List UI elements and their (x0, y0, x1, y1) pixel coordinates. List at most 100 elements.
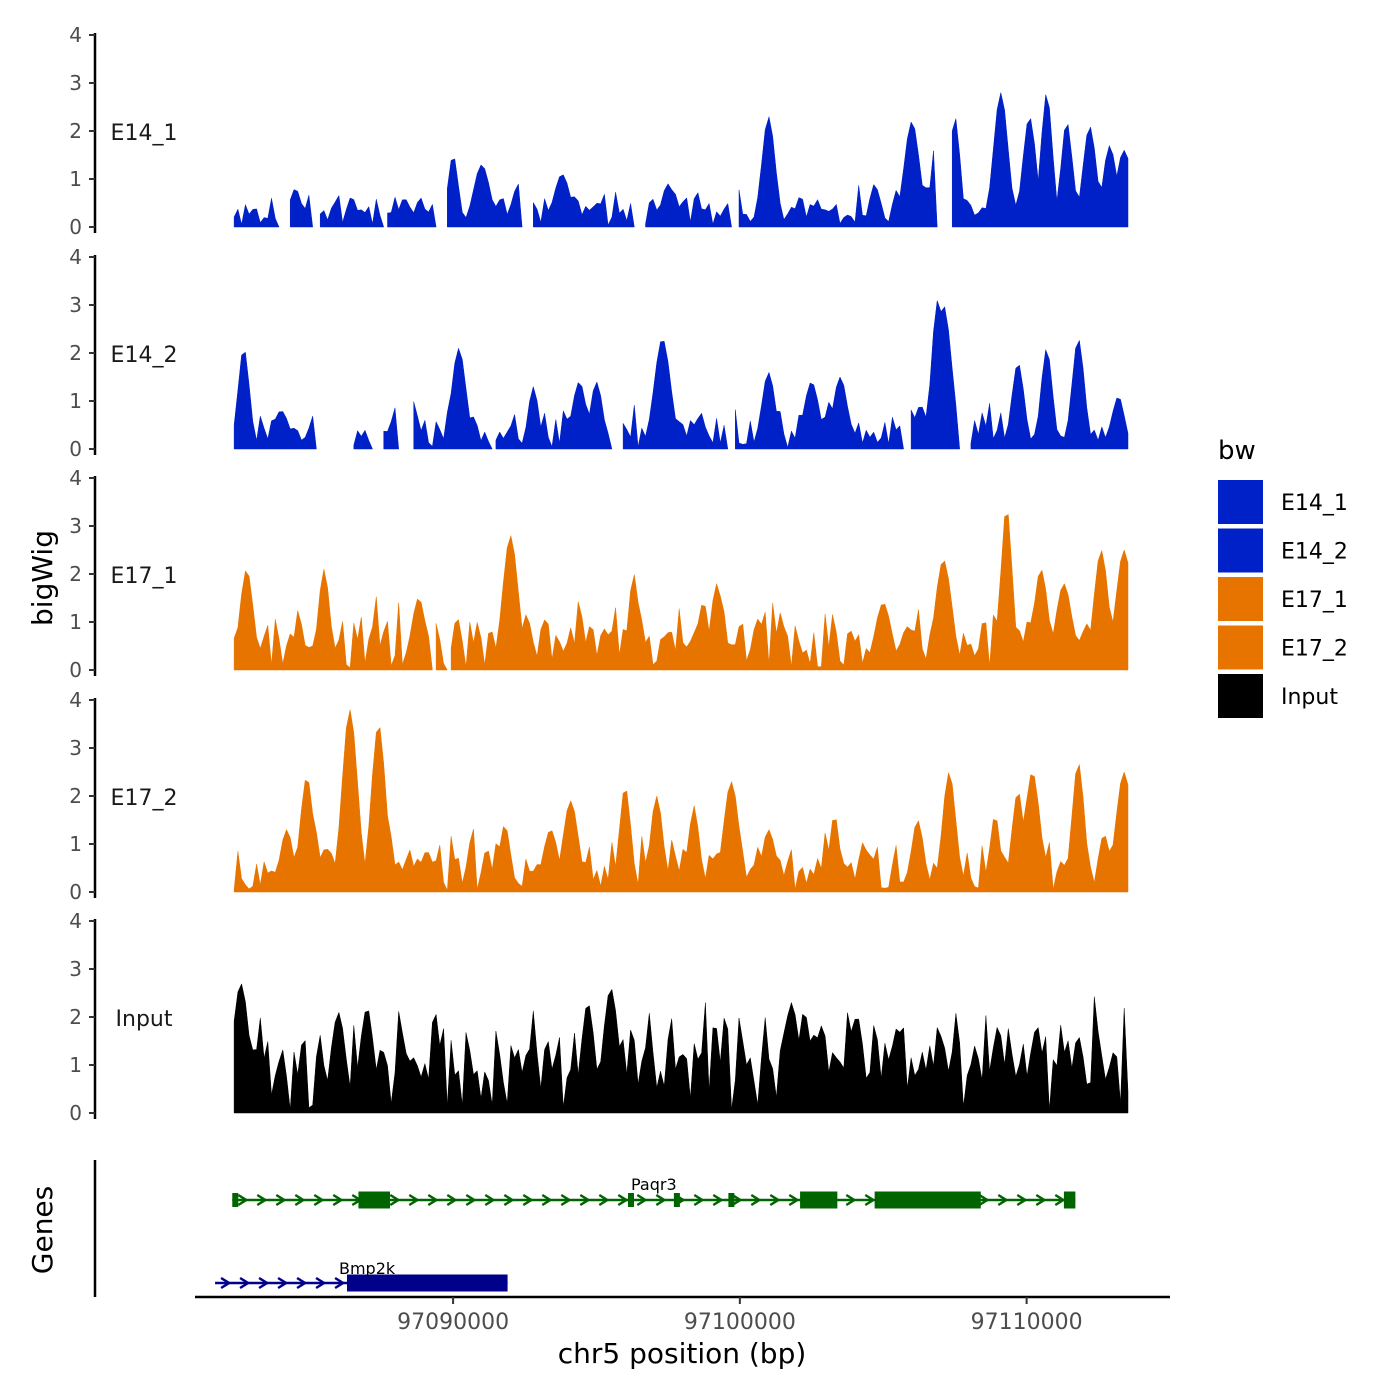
strand-arrow (579, 1193, 591, 1207)
strand-arrow (1054, 1193, 1066, 1207)
strand-arrow (256, 1193, 268, 1207)
y-tick-label: 2 (69, 119, 82, 143)
y-tick-label: 1 (69, 832, 82, 856)
strand-arrow (1035, 1193, 1047, 1207)
y-tick-label: 1 (69, 610, 82, 634)
gene-exon (232, 1193, 239, 1207)
signal-area-E17_1 (233, 514, 1129, 671)
strand-arrow (334, 1276, 346, 1290)
track-label: E14_2 (111, 343, 178, 368)
y-tick-label: 0 (69, 437, 82, 461)
gene-Bmp2k: Bmp2k (215, 1259, 508, 1292)
x-tick-label: 97090000 (397, 1310, 509, 1335)
strand-arrow (294, 1193, 306, 1207)
legend-title: bw (1218, 436, 1256, 466)
legend-swatch-Input (1218, 674, 1263, 718)
legend-label: E14_2 (1281, 540, 1348, 565)
y-tick-label: 0 (69, 658, 82, 682)
y-tick-label: 4 (69, 23, 82, 47)
y-tick-label: 0 (69, 880, 82, 904)
y-axis-title: bigWig (26, 530, 59, 626)
track-E14_1: 0 1 2 3 4 E14_1 (69, 23, 1129, 239)
legend-label: Input (1281, 685, 1338, 710)
strand-arrow (845, 1193, 857, 1207)
x-axis: 97090000 97100000 97110000 (195, 1295, 1170, 1335)
strand-arrow (997, 1193, 1009, 1207)
strand-arrow (275, 1193, 287, 1207)
legend-swatch-E14_2 (1218, 528, 1263, 573)
gene-exon (358, 1191, 390, 1209)
y-tick-label: 4 (69, 688, 82, 712)
strand-arrow (258, 1276, 270, 1290)
gene-exon (673, 1193, 680, 1207)
strand-arrow (239, 1276, 251, 1290)
y-tick-label: 0 (69, 1101, 82, 1125)
gene-label: Paqr3 (631, 1175, 677, 1194)
y-tick-label: 0 (69, 215, 82, 239)
strand-arrow (220, 1276, 232, 1290)
strand-arrow (332, 1193, 344, 1207)
strand-arrow (277, 1276, 289, 1290)
strand-arrow (503, 1193, 515, 1207)
track-label: E17_1 (111, 564, 178, 589)
y-tick-label: 3 (69, 957, 82, 981)
y-tick-label: 1 (69, 167, 82, 191)
x-axis-title: chr5 position (bp) (558, 1337, 807, 1370)
track-Input: 0 1 2 3 4 Input (69, 909, 1129, 1125)
gene-exon (628, 1193, 635, 1207)
strand-arrow (750, 1193, 762, 1207)
signal-area-E14_2 (233, 300, 1129, 450)
genes-track: Paqr3 Bmp2k (93, 1160, 1076, 1297)
legend-swatch-E17_1 (1218, 577, 1263, 621)
tracks-group: 0 1 2 3 4 E14_1 0 1 2 3 4 E14_2 0 1 2 3 4 E17_1 0 1 2 3 4 E17_2… (69, 23, 1129, 1125)
strand-arrow (446, 1193, 458, 1207)
y-tick-label: 3 (69, 736, 82, 760)
y-tick-label: 1 (69, 1053, 82, 1077)
legend-label: E17_2 (1281, 637, 1348, 662)
gene-label: Bmp2k (339, 1259, 396, 1278)
gene-exon (728, 1193, 735, 1207)
y-tick-label: 2 (69, 1005, 82, 1029)
y-tick-label: 3 (69, 293, 82, 317)
strand-arrow (1016, 1193, 1028, 1207)
y-tick-label: 4 (69, 245, 82, 269)
strand-arrow (389, 1193, 401, 1207)
track-label: E17_2 (111, 786, 178, 811)
strand-arrow (522, 1193, 534, 1207)
signal-area-E17_2 (233, 709, 1129, 893)
strand-arrow (598, 1193, 610, 1207)
y-tick-label: 4 (69, 909, 82, 933)
y-tick-label: 3 (69, 514, 82, 538)
strand-arrow (731, 1193, 743, 1207)
y-tick-label: 3 (69, 71, 82, 95)
gene-exon (1063, 1191, 1076, 1209)
strand-arrow (313, 1193, 325, 1207)
y-tick-label: 1 (69, 389, 82, 413)
signal-area-E14_1 (233, 92, 1129, 228)
strand-arrow (560, 1193, 572, 1207)
y-tick-label: 2 (69, 784, 82, 808)
strand-arrow (427, 1193, 439, 1207)
track-E17_2: 0 1 2 3 4 E17_2 (69, 688, 1129, 904)
track-E14_2: 0 1 2 3 4 E14_2 (69, 245, 1129, 461)
gene-exon (800, 1191, 838, 1209)
gene-Paqr3: Paqr3 (232, 1175, 1076, 1209)
strand-arrow (769, 1193, 781, 1207)
strand-arrow (978, 1193, 990, 1207)
strand-arrow (617, 1193, 629, 1207)
strand-arrow (484, 1193, 496, 1207)
legend: bw E14_1 E14_2 E17_1 E17_2 Input (1218, 436, 1348, 718)
legend-label: E17_1 (1281, 588, 1348, 613)
strand-arrow (296, 1276, 308, 1290)
x-tick-label: 97100000 (684, 1310, 796, 1335)
strand-arrow (788, 1193, 800, 1207)
track-E17_1: 0 1 2 3 4 E17_1 (69, 466, 1129, 682)
strand-arrow (237, 1193, 249, 1207)
legend-swatch-E14_1 (1218, 480, 1263, 524)
strand-arrow (655, 1193, 667, 1207)
y-tick-label: 2 (69, 562, 82, 586)
strand-arrow (712, 1193, 724, 1207)
strand-arrow (465, 1193, 477, 1207)
